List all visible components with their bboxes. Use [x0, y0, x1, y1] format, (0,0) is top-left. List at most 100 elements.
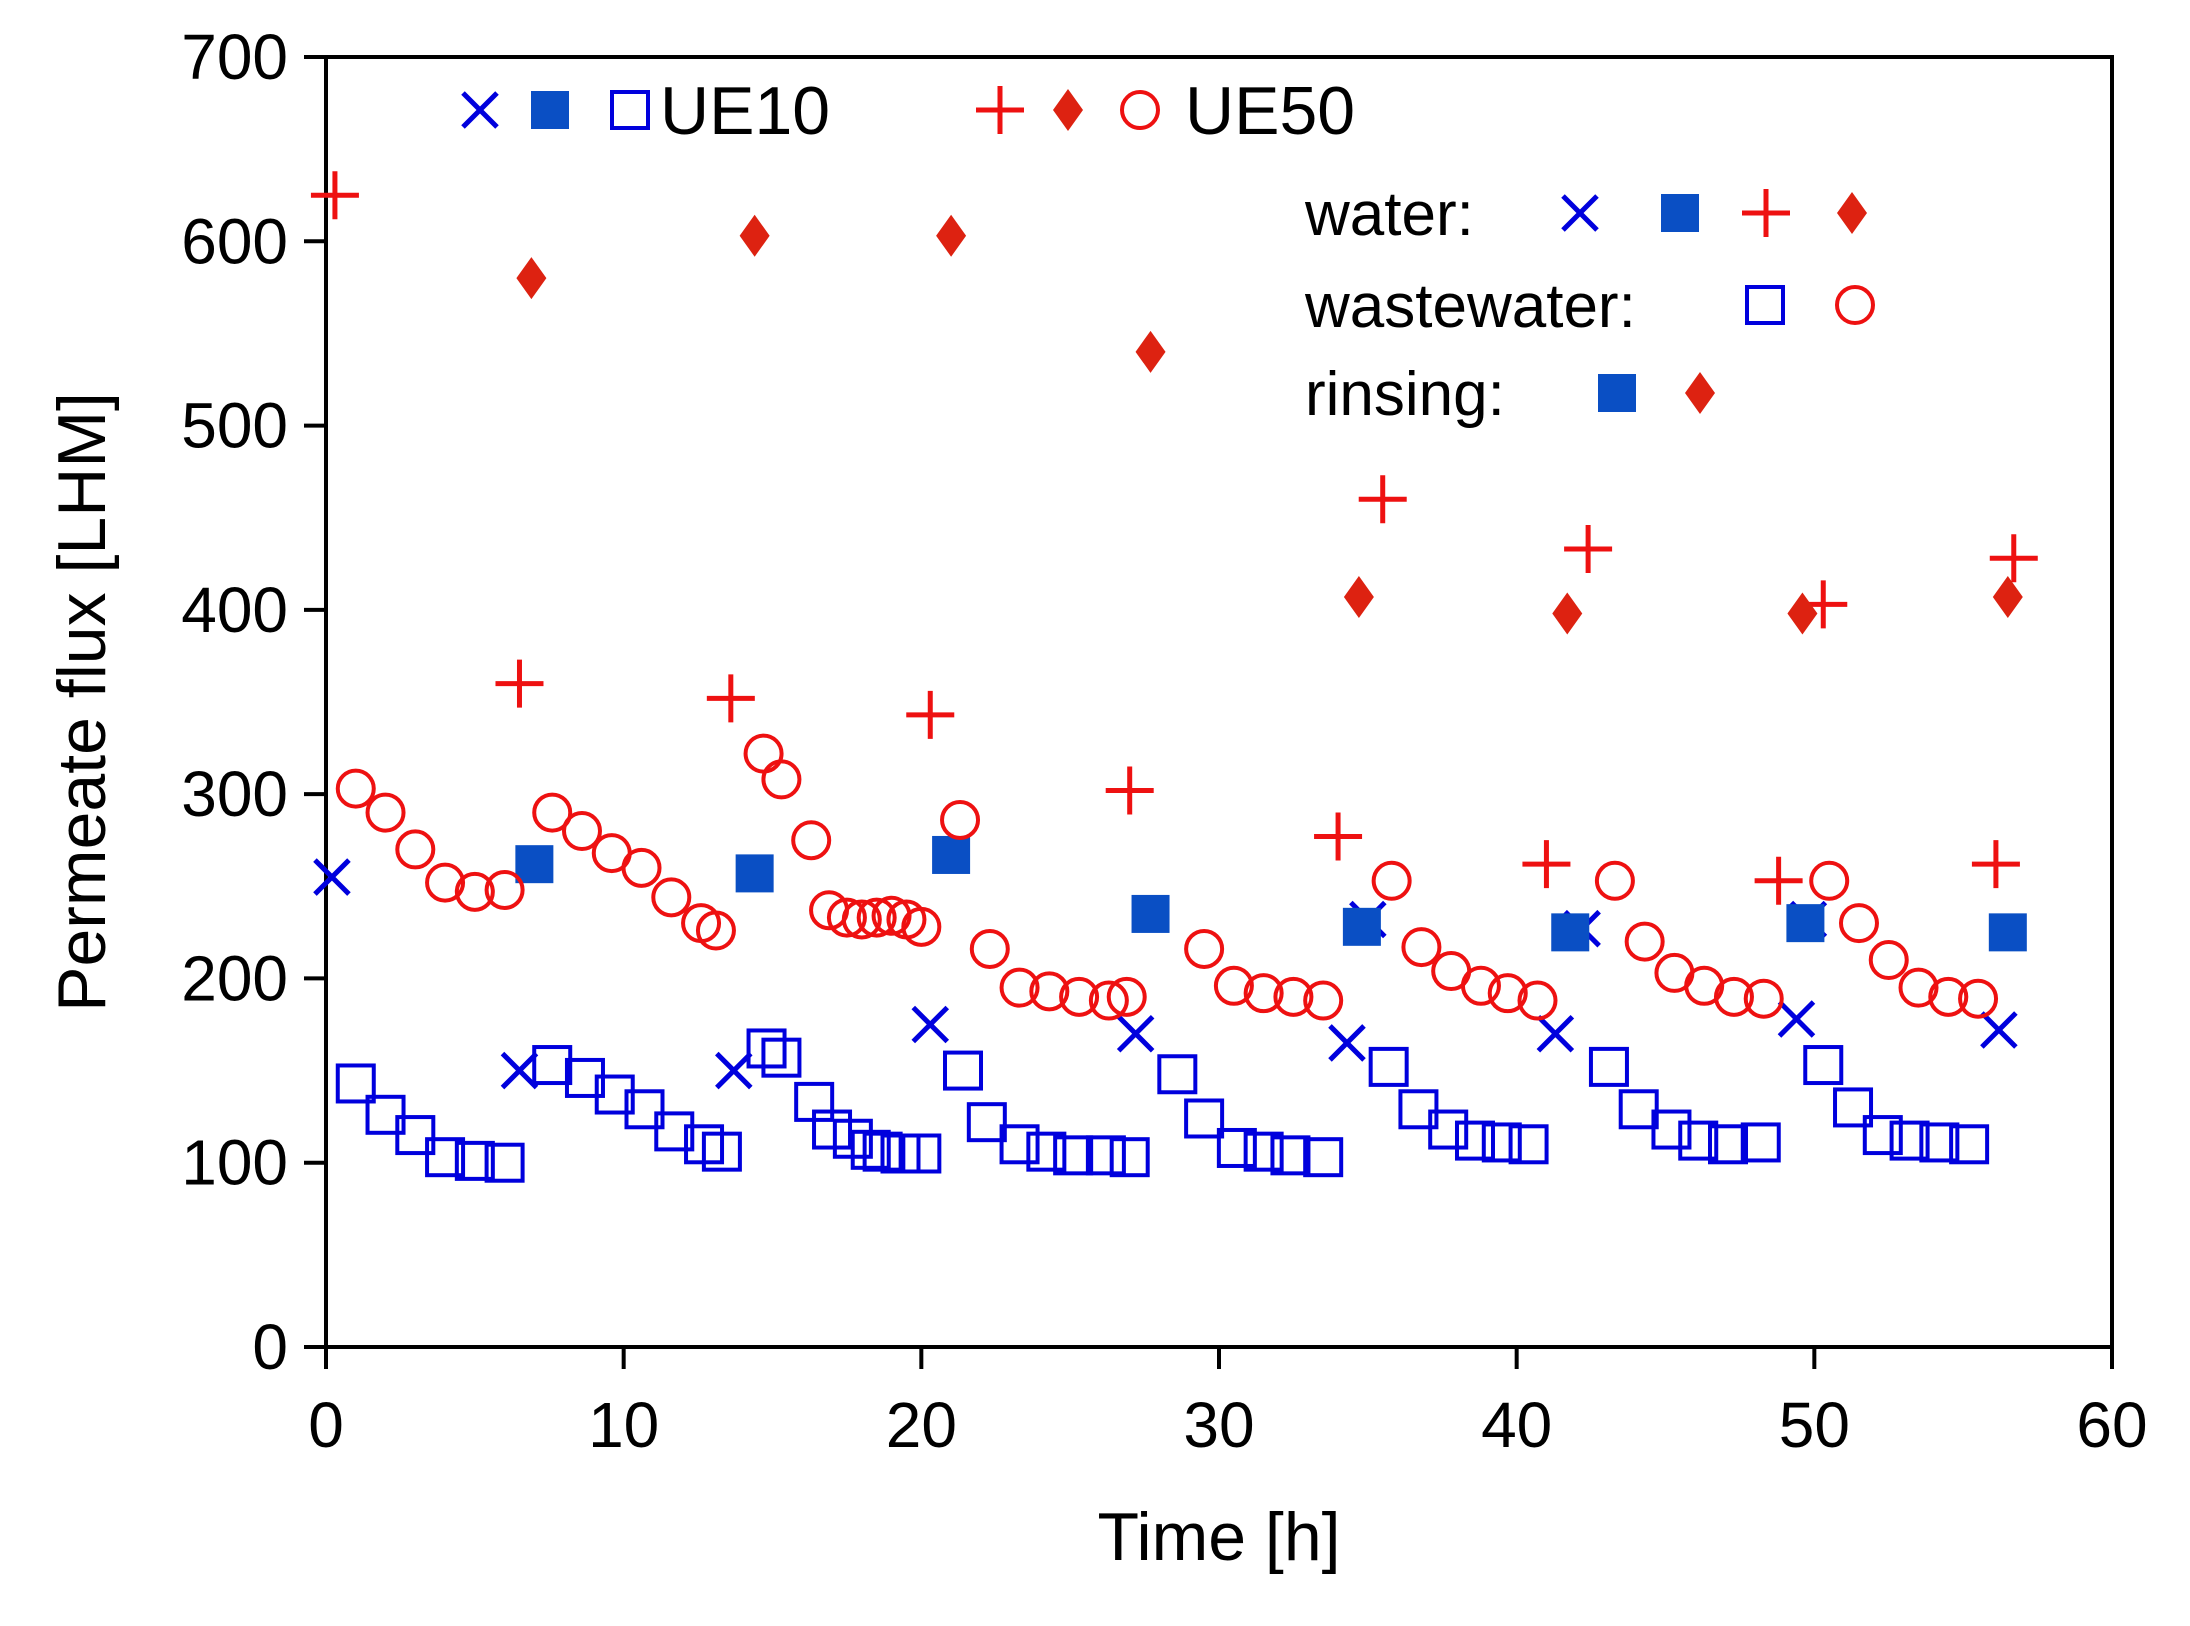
x-axis-title: Time [h]: [1097, 1499, 1340, 1575]
data-point: [1988, 913, 2027, 952]
data-point: [735, 854, 774, 893]
data-point: [746, 1028, 787, 1069]
y-tick-label: 400: [181, 574, 288, 646]
data-point: [1109, 1137, 1150, 1178]
x-tick-label: 40: [1481, 1389, 1552, 1461]
legend-marker: [531, 91, 569, 129]
data-point: [1992, 575, 2023, 618]
data-point: [1508, 1124, 1549, 1165]
data-point: [1594, 860, 1635, 901]
data-point: [1889, 1120, 1930, 1161]
data-point: [1777, 1000, 1816, 1038]
data-point: [1454, 1120, 1495, 1161]
data-point: [1243, 973, 1284, 1014]
data-point: [1898, 967, 1939, 1008]
data-point: [1740, 1122, 1781, 1163]
x-tick-label: 0: [308, 1389, 344, 1461]
x-tick-label: 30: [1183, 1389, 1254, 1461]
data-point: [1368, 1046, 1409, 1087]
data-point: [1342, 907, 1381, 946]
data-point: [1135, 330, 1166, 373]
data-point: [1303, 980, 1344, 1021]
data-point: [624, 1089, 665, 1130]
data-point: [1989, 534, 2038, 583]
legend-marker: [610, 90, 650, 130]
data-point: [1958, 978, 1999, 1019]
data-point: [969, 928, 1010, 969]
data-point: [1213, 965, 1254, 1006]
data-point: [906, 690, 955, 739]
data-point: [1314, 812, 1363, 861]
data-point: [1928, 976, 1969, 1017]
data-point: [706, 674, 755, 723]
data-point: [1678, 1120, 1719, 1161]
legend-label-ue50: UE50: [1185, 73, 1355, 149]
data-point: [516, 257, 547, 300]
data-point: [856, 897, 897, 938]
legend-type-rinsing: rinsing:: [1305, 360, 1505, 429]
data-point: [1184, 1098, 1225, 1139]
data-point: [335, 1063, 376, 1104]
data-point: [1618, 1089, 1659, 1130]
data-point: [1971, 840, 2020, 889]
data-point: [1588, 1046, 1629, 1087]
data-point: [1273, 976, 1314, 1017]
data-point: [1551, 913, 1590, 952]
legend-marker: [1561, 194, 1599, 232]
data-point: [739, 214, 770, 257]
data-point: [484, 1142, 525, 1183]
data-point: [500, 1051, 539, 1090]
data-point: [532, 1045, 573, 1086]
data-point: [826, 897, 867, 938]
legend-type-wastewater: wastewater:: [1304, 272, 1636, 341]
data-point: [1216, 1127, 1257, 1168]
data-point: [1116, 1014, 1155, 1053]
data-point: [880, 1133, 921, 1174]
data-point: [943, 1050, 984, 1091]
data-point: [1328, 1024, 1366, 1062]
data-point: [1838, 903, 1879, 944]
data-point: [1949, 1124, 1990, 1165]
x-tick-label: 50: [1779, 1389, 1850, 1461]
legend-marker: [1742, 189, 1790, 237]
data-point: [1401, 927, 1442, 968]
data-point: [761, 759, 802, 800]
series-ue50-rinsing: [516, 214, 2023, 635]
legend-marker: [461, 91, 499, 129]
data-point: [365, 792, 406, 833]
y-tick-label: 700: [181, 21, 288, 93]
legend-marker: [1835, 285, 1875, 325]
data-point: [743, 733, 784, 774]
data-point: [1053, 1135, 1094, 1176]
data-point: [1868, 940, 1909, 980]
data-point: [1106, 976, 1147, 1017]
data-point: [701, 1131, 742, 1172]
data-point: [1085, 1135, 1126, 1176]
data-point: [1088, 980, 1129, 1021]
y-tick-label: 600: [181, 205, 288, 277]
y-tick-label: 300: [181, 758, 288, 830]
data-point: [1029, 971, 1070, 1012]
data-point: [515, 845, 554, 884]
data-point: [313, 858, 351, 896]
data-point: [1713, 976, 1754, 1017]
legend-marker: [976, 86, 1024, 134]
data-point: [1270, 1135, 1311, 1176]
data-point: [1428, 1109, 1469, 1150]
data-point: [1303, 1137, 1344, 1178]
data-point: [932, 835, 971, 874]
data-point: [1184, 928, 1225, 969]
data-point: [901, 1133, 942, 1174]
data-point: [1786, 904, 1825, 943]
data-point: [425, 1137, 466, 1178]
legend-marker: [1745, 285, 1785, 325]
legend-marker: [1120, 90, 1160, 130]
data-point: [1026, 1131, 1067, 1172]
data-point: [1743, 978, 1784, 1019]
data-point: [1651, 1109, 1692, 1150]
data-point: [1624, 921, 1665, 962]
data-point: [1358, 475, 1407, 524]
legend-marker: [1053, 89, 1083, 131]
data-point: [1131, 894, 1170, 933]
data-point: [1398, 1089, 1439, 1130]
